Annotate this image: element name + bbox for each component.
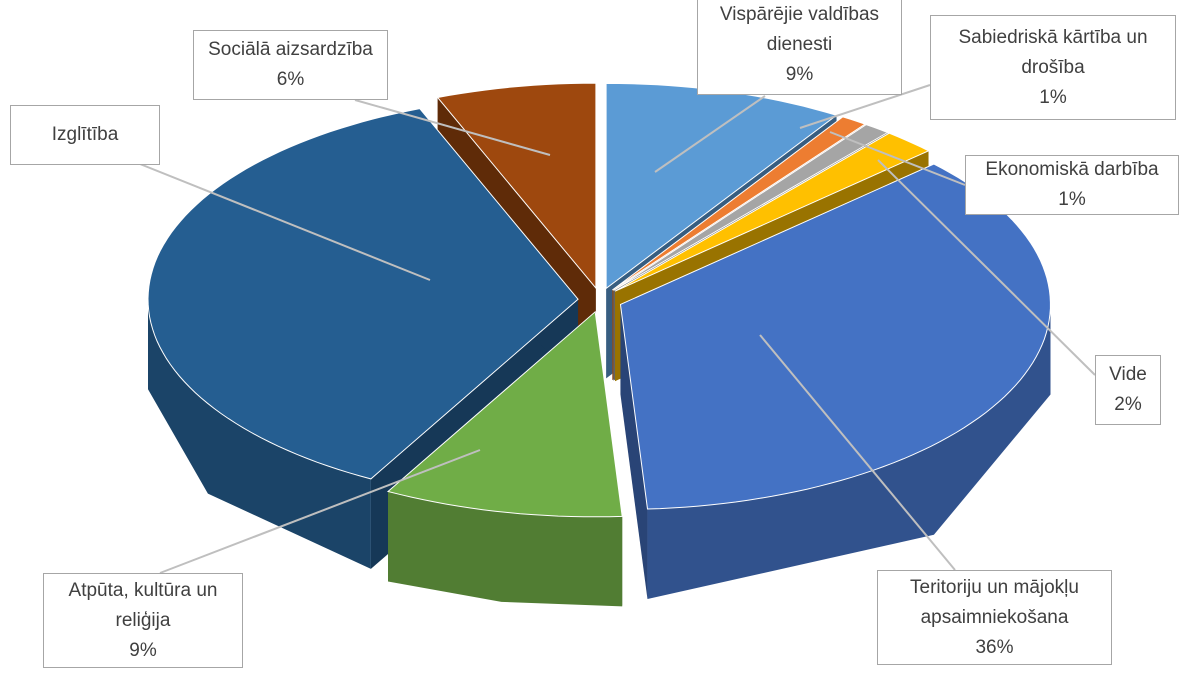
value-label: 1% xyxy=(1039,86,1067,108)
category-label: Atpūta, kultūra un reliģija xyxy=(68,579,218,631)
value-label: 36% xyxy=(975,636,1014,658)
slices xyxy=(147,82,1051,607)
value-label: 9% xyxy=(129,639,157,661)
slice-side xyxy=(148,299,371,569)
data-label: Teritoriju un mājokļu apsaimniekošana 36% xyxy=(877,570,1112,665)
data-label: Ekonomiskā darbība 1% xyxy=(965,155,1179,215)
slice-side xyxy=(388,491,623,607)
slice xyxy=(147,108,579,480)
slice xyxy=(619,163,1051,510)
leader-line xyxy=(354,99,551,156)
leader-line xyxy=(654,95,766,173)
data-label: Vispārējie valdības dienesti 9% xyxy=(697,0,902,95)
data-label: Sabiedriskā kārtība un drošība 1% xyxy=(930,15,1176,120)
leader-line xyxy=(759,334,956,571)
category-label: Izglītība xyxy=(51,124,119,145)
category-label: Vide xyxy=(1109,364,1147,385)
value-label: 9% xyxy=(785,64,814,85)
slice xyxy=(614,132,930,292)
category-label: Sociālā aizsardzība xyxy=(208,39,373,60)
category-label: Ekonomiskā darbība xyxy=(985,159,1159,180)
value-label: 2% xyxy=(1114,394,1142,415)
leader-line xyxy=(129,159,431,281)
category-label: Teritoriju un mājokļu apsaimniekošana xyxy=(910,576,1079,628)
leader-line xyxy=(159,449,481,574)
slice-side xyxy=(647,304,1051,599)
slice-wall xyxy=(620,304,648,600)
leader-line xyxy=(829,131,966,186)
slice xyxy=(613,124,889,291)
leader-line xyxy=(799,84,931,129)
slice xyxy=(386,310,623,518)
value-label: 1% xyxy=(1058,189,1086,210)
leader-line xyxy=(877,159,1096,376)
data-label: Izglītība xyxy=(10,105,160,165)
data-label: Sociālā aizsardzība 6% xyxy=(193,30,388,100)
slice xyxy=(612,116,867,291)
leader-lines xyxy=(129,84,1096,574)
data-label: Atpūta, kultūra un reliģija 9% xyxy=(43,573,243,668)
value-label: 6% xyxy=(276,69,305,90)
category-label: Vispārējie valdības dienesti xyxy=(719,4,880,55)
data-label: Vide 2% xyxy=(1095,355,1161,425)
category-label: Sabiedriskā kārtība un drošība xyxy=(958,26,1148,78)
